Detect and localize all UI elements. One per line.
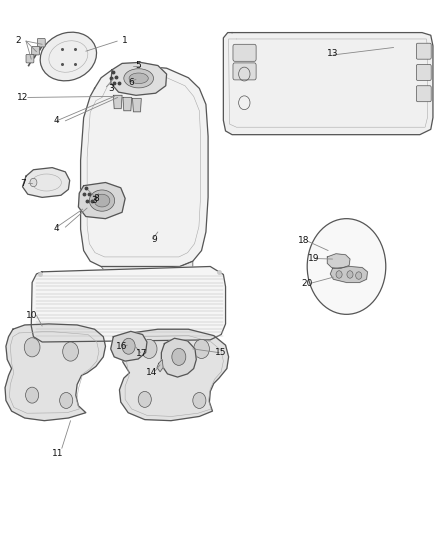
Text: 1: 1 [122, 36, 128, 45]
Ellipse shape [124, 69, 153, 88]
Text: 9: 9 [152, 236, 157, 245]
Polygon shape [330, 266, 367, 282]
Circle shape [193, 392, 206, 408]
Polygon shape [101, 261, 193, 282]
Text: 2: 2 [15, 36, 21, 45]
Text: 16: 16 [117, 342, 128, 351]
Polygon shape [31, 266, 226, 342]
FancyBboxPatch shape [32, 46, 39, 55]
Circle shape [60, 392, 73, 408]
Circle shape [122, 338, 135, 354]
Text: 3: 3 [108, 84, 113, 93]
Polygon shape [157, 360, 163, 372]
Polygon shape [22, 167, 70, 197]
Text: 4: 4 [54, 116, 60, 125]
Polygon shape [78, 182, 125, 219]
Polygon shape [133, 99, 141, 112]
Circle shape [356, 272, 362, 279]
Circle shape [138, 391, 151, 407]
Ellipse shape [129, 73, 148, 84]
Text: 3: 3 [92, 196, 97, 205]
Text: 4: 4 [54, 224, 60, 233]
Text: 10: 10 [26, 311, 38, 320]
Text: 13: 13 [327, 50, 338, 58]
Ellipse shape [94, 194, 110, 207]
Text: 14: 14 [146, 368, 157, 377]
Circle shape [347, 271, 353, 278]
Polygon shape [223, 33, 433, 135]
Text: 17: 17 [135, 349, 147, 358]
Circle shape [172, 349, 186, 366]
Polygon shape [327, 254, 350, 269]
Circle shape [30, 178, 37, 187]
Circle shape [307, 219, 386, 314]
FancyBboxPatch shape [37, 38, 45, 47]
Text: 5: 5 [135, 61, 141, 70]
Circle shape [24, 338, 40, 357]
Circle shape [63, 342, 78, 361]
Polygon shape [5, 324, 106, 421]
FancyBboxPatch shape [26, 54, 34, 63]
Text: 18: 18 [298, 237, 310, 246]
Polygon shape [120, 329, 229, 421]
Polygon shape [161, 338, 196, 377]
FancyBboxPatch shape [417, 43, 431, 59]
Text: 8: 8 [93, 194, 99, 203]
Polygon shape [111, 332, 147, 361]
Text: 19: 19 [308, 254, 320, 263]
Text: 15: 15 [215, 348, 227, 357]
Text: 7: 7 [21, 179, 26, 188]
Ellipse shape [40, 32, 96, 81]
Polygon shape [113, 95, 122, 109]
Polygon shape [123, 98, 132, 111]
FancyBboxPatch shape [417, 86, 431, 102]
Circle shape [25, 387, 39, 403]
FancyBboxPatch shape [233, 44, 256, 61]
Circle shape [141, 340, 157, 359]
Text: 6: 6 [129, 77, 134, 86]
Text: 20: 20 [301, 279, 313, 288]
Text: 11: 11 [52, 449, 63, 458]
Ellipse shape [89, 190, 115, 211]
FancyBboxPatch shape [233, 63, 256, 80]
Polygon shape [111, 62, 166, 95]
FancyBboxPatch shape [417, 64, 431, 80]
Polygon shape [81, 66, 208, 266]
Circle shape [194, 340, 209, 359]
Text: 12: 12 [17, 93, 28, 102]
Circle shape [336, 271, 342, 278]
